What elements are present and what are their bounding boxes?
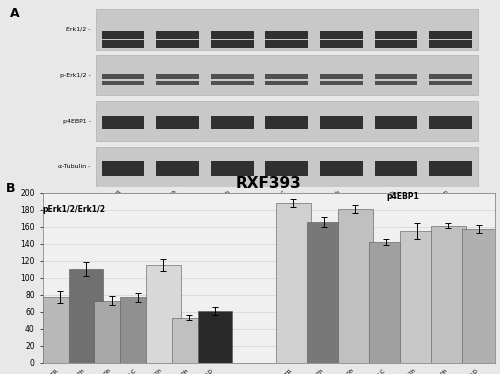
FancyBboxPatch shape <box>210 74 254 79</box>
FancyBboxPatch shape <box>374 31 418 40</box>
FancyBboxPatch shape <box>156 161 199 176</box>
Text: B: B <box>6 183 16 195</box>
Bar <box>462 229 496 363</box>
Bar <box>120 297 154 363</box>
Bar <box>338 209 372 363</box>
Text: p4EBP1: p4EBP1 <box>386 192 419 201</box>
FancyBboxPatch shape <box>156 31 199 40</box>
FancyBboxPatch shape <box>156 116 199 129</box>
FancyBboxPatch shape <box>210 31 254 40</box>
FancyBboxPatch shape <box>429 31 472 40</box>
Bar <box>307 223 342 363</box>
Text: A: A <box>10 7 20 21</box>
Text: CLC40h: CLC40h <box>214 189 232 207</box>
Bar <box>146 265 180 363</box>
FancyBboxPatch shape <box>374 74 418 79</box>
Text: Erk1/2 -: Erk1/2 - <box>66 27 91 32</box>
FancyBboxPatch shape <box>96 147 478 187</box>
FancyBboxPatch shape <box>156 40 199 48</box>
FancyBboxPatch shape <box>96 9 478 50</box>
Text: CLC→RAD: CLC→RAD <box>429 189 450 211</box>
Text: RAD→CLC: RAD→CLC <box>265 189 287 211</box>
FancyBboxPatch shape <box>102 161 144 176</box>
Text: pErk1/2/Erk1/2: pErk1/2/Erk1/2 <box>43 205 106 214</box>
FancyBboxPatch shape <box>320 81 363 85</box>
FancyBboxPatch shape <box>266 31 308 40</box>
FancyBboxPatch shape <box>429 116 472 129</box>
Bar <box>198 311 232 363</box>
FancyBboxPatch shape <box>210 161 254 176</box>
FancyBboxPatch shape <box>266 81 308 85</box>
Text: RAD40h: RAD40h <box>378 189 396 207</box>
Bar <box>276 203 310 363</box>
Bar <box>369 242 404 363</box>
FancyBboxPatch shape <box>429 40 472 48</box>
Bar <box>68 269 103 363</box>
FancyBboxPatch shape <box>156 74 199 79</box>
Text: CTR: CTR <box>112 189 123 200</box>
FancyBboxPatch shape <box>320 40 363 48</box>
FancyBboxPatch shape <box>102 74 144 79</box>
FancyBboxPatch shape <box>266 161 308 176</box>
FancyBboxPatch shape <box>429 161 472 176</box>
Text: p-Erk1/2 -: p-Erk1/2 - <box>60 73 91 78</box>
Text: α-Tubulin -: α-Tubulin - <box>58 164 91 169</box>
FancyBboxPatch shape <box>210 40 254 48</box>
FancyBboxPatch shape <box>210 81 254 85</box>
Bar <box>172 318 206 363</box>
FancyBboxPatch shape <box>266 74 308 79</box>
FancyBboxPatch shape <box>429 74 472 79</box>
Bar <box>43 297 77 363</box>
FancyBboxPatch shape <box>374 81 418 85</box>
FancyBboxPatch shape <box>266 116 308 129</box>
Bar <box>432 226 466 363</box>
FancyBboxPatch shape <box>102 116 144 129</box>
FancyBboxPatch shape <box>266 40 308 48</box>
FancyBboxPatch shape <box>320 116 363 129</box>
FancyBboxPatch shape <box>374 116 418 129</box>
Text: CLC72h: CLC72h <box>324 189 342 207</box>
FancyBboxPatch shape <box>320 74 363 79</box>
FancyBboxPatch shape <box>320 161 363 176</box>
Text: p4EBP1 -: p4EBP1 - <box>63 119 91 123</box>
FancyBboxPatch shape <box>102 81 144 85</box>
FancyBboxPatch shape <box>320 31 363 40</box>
FancyBboxPatch shape <box>102 40 144 48</box>
Bar <box>400 231 434 363</box>
Bar <box>94 301 129 363</box>
FancyBboxPatch shape <box>156 81 199 85</box>
FancyBboxPatch shape <box>96 101 478 141</box>
FancyBboxPatch shape <box>96 55 478 95</box>
FancyBboxPatch shape <box>102 31 144 40</box>
FancyBboxPatch shape <box>210 116 254 129</box>
FancyBboxPatch shape <box>374 40 418 48</box>
FancyBboxPatch shape <box>429 81 472 85</box>
FancyBboxPatch shape <box>374 161 418 176</box>
Text: RAD 72h: RAD 72h <box>158 189 178 208</box>
Title: RXF393: RXF393 <box>236 177 302 191</box>
